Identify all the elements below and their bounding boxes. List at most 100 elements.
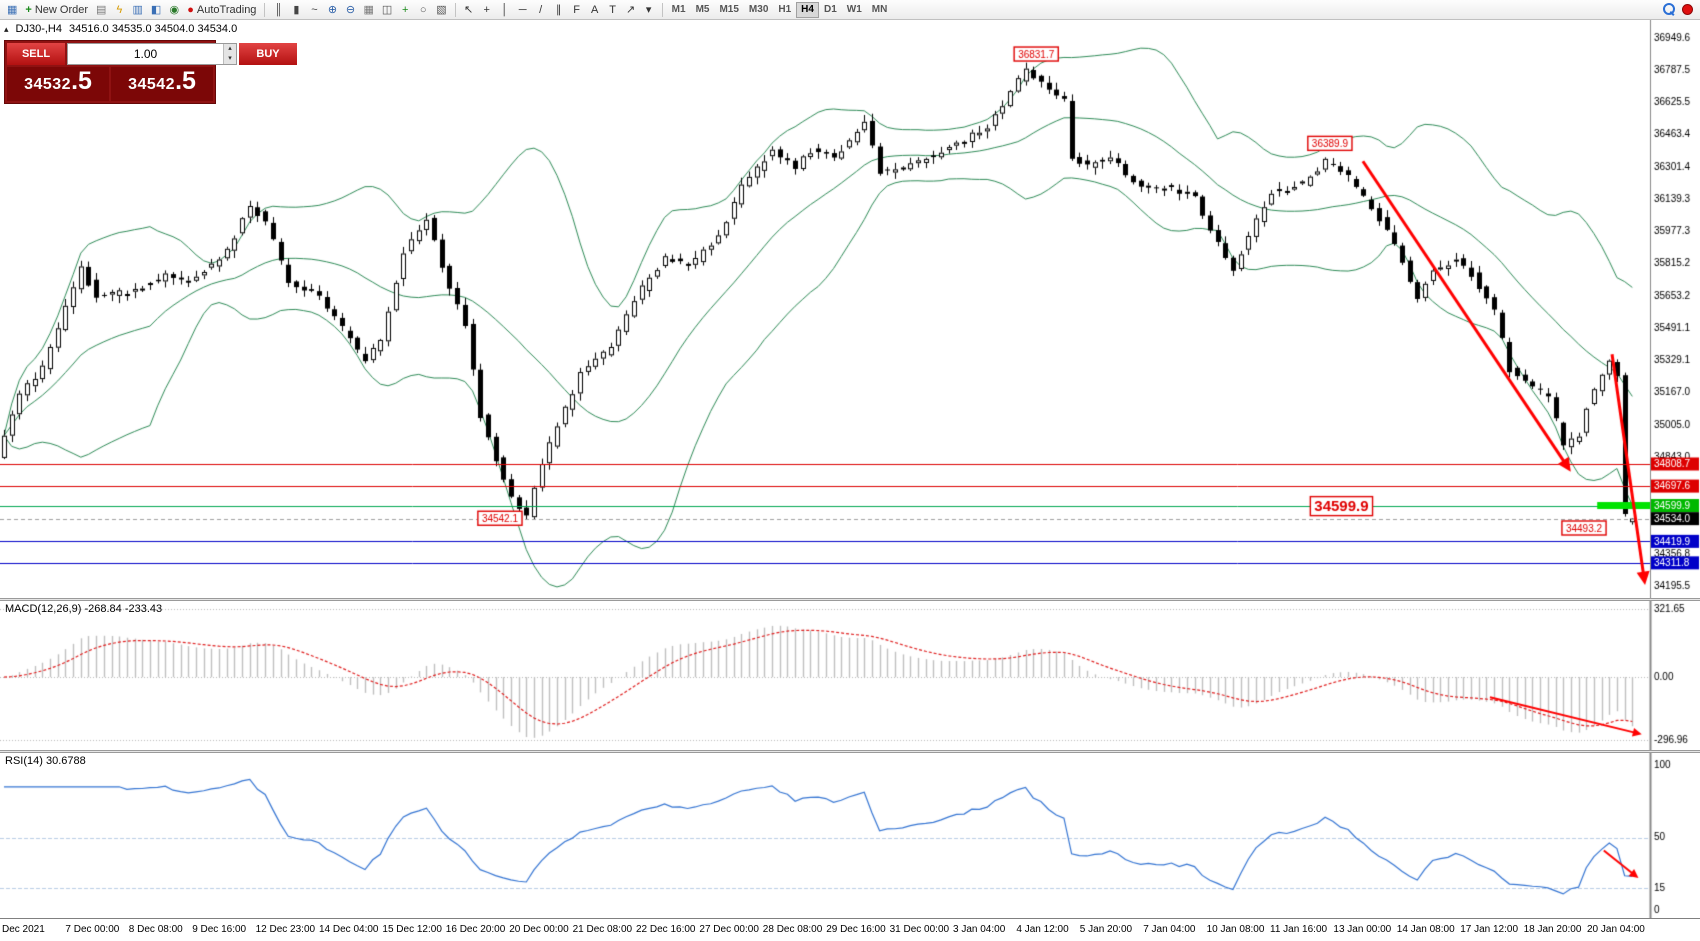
time-label: 22 Dec 16:00 <box>636 924 696 935</box>
volume-down-button[interactable]: ▾ <box>228 55 232 62</box>
line-chart-icon[interactable]: ~ <box>311 3 318 16</box>
crosshair-icon[interactable]: + <box>483 3 490 16</box>
vertical-line-icon[interactable]: │ <box>501 3 509 16</box>
sell-price-main: 34532 <box>24 76 72 93</box>
rsi-header: RSI(14) 30.6788 <box>5 755 86 767</box>
new-order-plus-icon: + <box>25 3 32 16</box>
toolbar-right-group <box>1663 3 1697 16</box>
one-click-trading-widget: SELL ▴ ▾ BUY 34532.5 34542.5 <box>4 40 297 104</box>
arrows-icon[interactable]: ↗ <box>626 3 636 16</box>
market-watch-icon[interactable]: ▥ <box>132 3 143 16</box>
channel-icon[interactable]: ∥ <box>555 3 562 16</box>
sell-button[interactable]: SELL <box>7 43 65 65</box>
profiles-icon[interactable]: ▤ <box>96 3 107 16</box>
volume-input[interactable] <box>68 44 223 64</box>
time-label: 21 Dec 08:00 <box>572 924 633 935</box>
main-chart-panel: ▴ DJ30-,H4 34516.0 34535.0 34504.0 34534… <box>0 20 1700 598</box>
main-macd-splitter[interactable] <box>0 598 1700 601</box>
toolbar-separator <box>661 2 663 17</box>
indicators-icon[interactable]: + <box>402 3 409 16</box>
text-icon[interactable]: A <box>590 3 599 16</box>
time-label: 27 Dec 00:00 <box>699 924 759 935</box>
fibonacci-icon[interactable]: F <box>573 3 581 16</box>
autotrading-status-icon: ● <box>187 3 194 16</box>
time-label: 7 Dec 00:00 <box>65 924 120 935</box>
time-label: 3 Jan 04:00 <box>953 924 1006 935</box>
time-label: 20 Dec 00:00 <box>509 924 569 935</box>
macd-rsi-splitter[interactable] <box>0 750 1700 753</box>
time-label: 14 Jan 08:00 <box>1396 924 1455 935</box>
time-label: 18 Jan 20:00 <box>1523 924 1582 935</box>
rsi-panel: RSI(14) 30.6788 <box>0 753 1700 918</box>
timeframe-button-M15[interactable]: M15 <box>719 4 739 15</box>
search-icon[interactable] <box>1663 3 1676 16</box>
main-chart-canvas[interactable] <box>0 20 1700 598</box>
timeframe-button-M1[interactable]: M1 <box>671 4 686 15</box>
time-label: 5 Jan 20:00 <box>1079 924 1133 935</box>
timeframe-button-H1[interactable]: H1 <box>778 4 792 15</box>
volume-control: ▴ ▾ <box>67 43 237 65</box>
buy-price[interactable]: 34542.5 <box>111 67 213 101</box>
time-label: 4 Jan 12:00 <box>1016 924 1069 935</box>
time-label: 8 Dec 08:00 <box>128 924 183 935</box>
macd-panel: MACD(12,26,9) -268.84 -233.43 <box>0 601 1700 750</box>
toolbar-separator <box>264 2 266 17</box>
record-icon[interactable] <box>1682 4 1693 15</box>
time-label: 29 Dec 16:00 <box>826 924 886 935</box>
new-order-button[interactable]: + New Order <box>25 3 89 16</box>
time-label: 31 Dec 00:00 <box>889 924 950 935</box>
zoom-out-icon[interactable]: ⊖ <box>345 3 356 16</box>
timeframe-button-D1[interactable]: D1 <box>823 4 837 15</box>
time-label: 17 Jan 12:00 <box>1460 924 1519 935</box>
expert-advisors-icon[interactable]: ϟ <box>116 3 123 16</box>
navigator-icon[interactable]: ◧ <box>150 3 162 16</box>
zoom-in-icon[interactable]: ⊕ <box>327 3 338 16</box>
sounds-icon[interactable]: ◉ <box>169 3 180 16</box>
ohlc-label: 34516.0 34535.0 34504.0 34534.0 <box>69 23 238 35</box>
bar-chart-icon[interactable]: ║ <box>274 3 283 16</box>
time-label: 10 Jan 08:00 <box>1206 924 1265 935</box>
tile-windows-icon[interactable]: ◫ <box>381 3 393 16</box>
horizontal-line-icon[interactable]: ─ <box>518 3 527 16</box>
time-label: 15 Dec 12:00 <box>382 924 442 935</box>
new-chart-icon[interactable]: ▦ <box>7 3 18 16</box>
templates-icon[interactable]: ▧ <box>436 3 447 16</box>
candlestick-chart-icon[interactable]: ▮ <box>293 3 300 16</box>
macd-canvas[interactable] <box>0 601 1700 750</box>
volume-up-button[interactable]: ▴ <box>228 45 232 52</box>
buy-price-main: 34542 <box>128 76 176 93</box>
timeframe-button-W1[interactable]: W1 <box>846 4 862 15</box>
label-icon[interactable]: T <box>609 3 617 16</box>
timeframe-button-M5[interactable]: M5 <box>695 4 710 15</box>
rsi-canvas[interactable] <box>0 753 1700 918</box>
time-label: 11 Jan 16:00 <box>1270 924 1328 935</box>
time-label: Dec 2021 <box>2 924 45 935</box>
time-label: 16 Dec 20:00 <box>445 924 506 935</box>
timeframe-button-MN[interactable]: MN <box>871 4 888 15</box>
time-label: 14 Dec 04:00 <box>319 924 379 935</box>
time-label: 28 Dec 08:00 <box>762 924 823 935</box>
sell-price[interactable]: 34532.5 <box>7 67 109 101</box>
cursor-icon[interactable]: ↖ <box>464 3 474 16</box>
periods-icon[interactable]: ○ <box>419 3 427 16</box>
chart-header: ▴ DJ30-,H4 34516.0 34535.0 34504.0 34534… <box>4 23 237 35</box>
one-click-collapse-icon[interactable]: ▴ <box>4 23 9 34</box>
autotrading-button[interactable]: ● AutoTrading <box>187 3 257 16</box>
timeframe-button-H4[interactable]: H4 <box>796 1 819 18</box>
volume-spinner: ▴ ▾ <box>223 44 236 64</box>
time-axis[interactable]: Dec 2021 7 Dec 00:00 8 Dec 08:00 9 Dec 16:0… <box>0 918 1700 941</box>
timeframe-button-M30[interactable]: M30 <box>748 4 769 15</box>
time-label: 13 Jan 00:00 <box>1333 924 1392 935</box>
toolbar-separator <box>454 2 456 17</box>
time-label: 20 Jan 04:00 <box>1587 924 1645 935</box>
shapes-icon[interactable]: ▾ <box>645 3 652 16</box>
symbol-period-label: DJ30-,H4 <box>15 23 62 35</box>
time-label: 9 Dec 16:00 <box>192 924 247 935</box>
sell-price-pips: .5 <box>71 67 92 95</box>
grid-icon[interactable]: ▦ <box>363 3 374 16</box>
buy-price-pips: .5 <box>175 67 196 95</box>
buy-button[interactable]: BUY <box>239 43 297 65</box>
trendline-icon[interactable]: / <box>539 3 543 16</box>
time-label: 12 Dec 23:00 <box>255 924 316 935</box>
